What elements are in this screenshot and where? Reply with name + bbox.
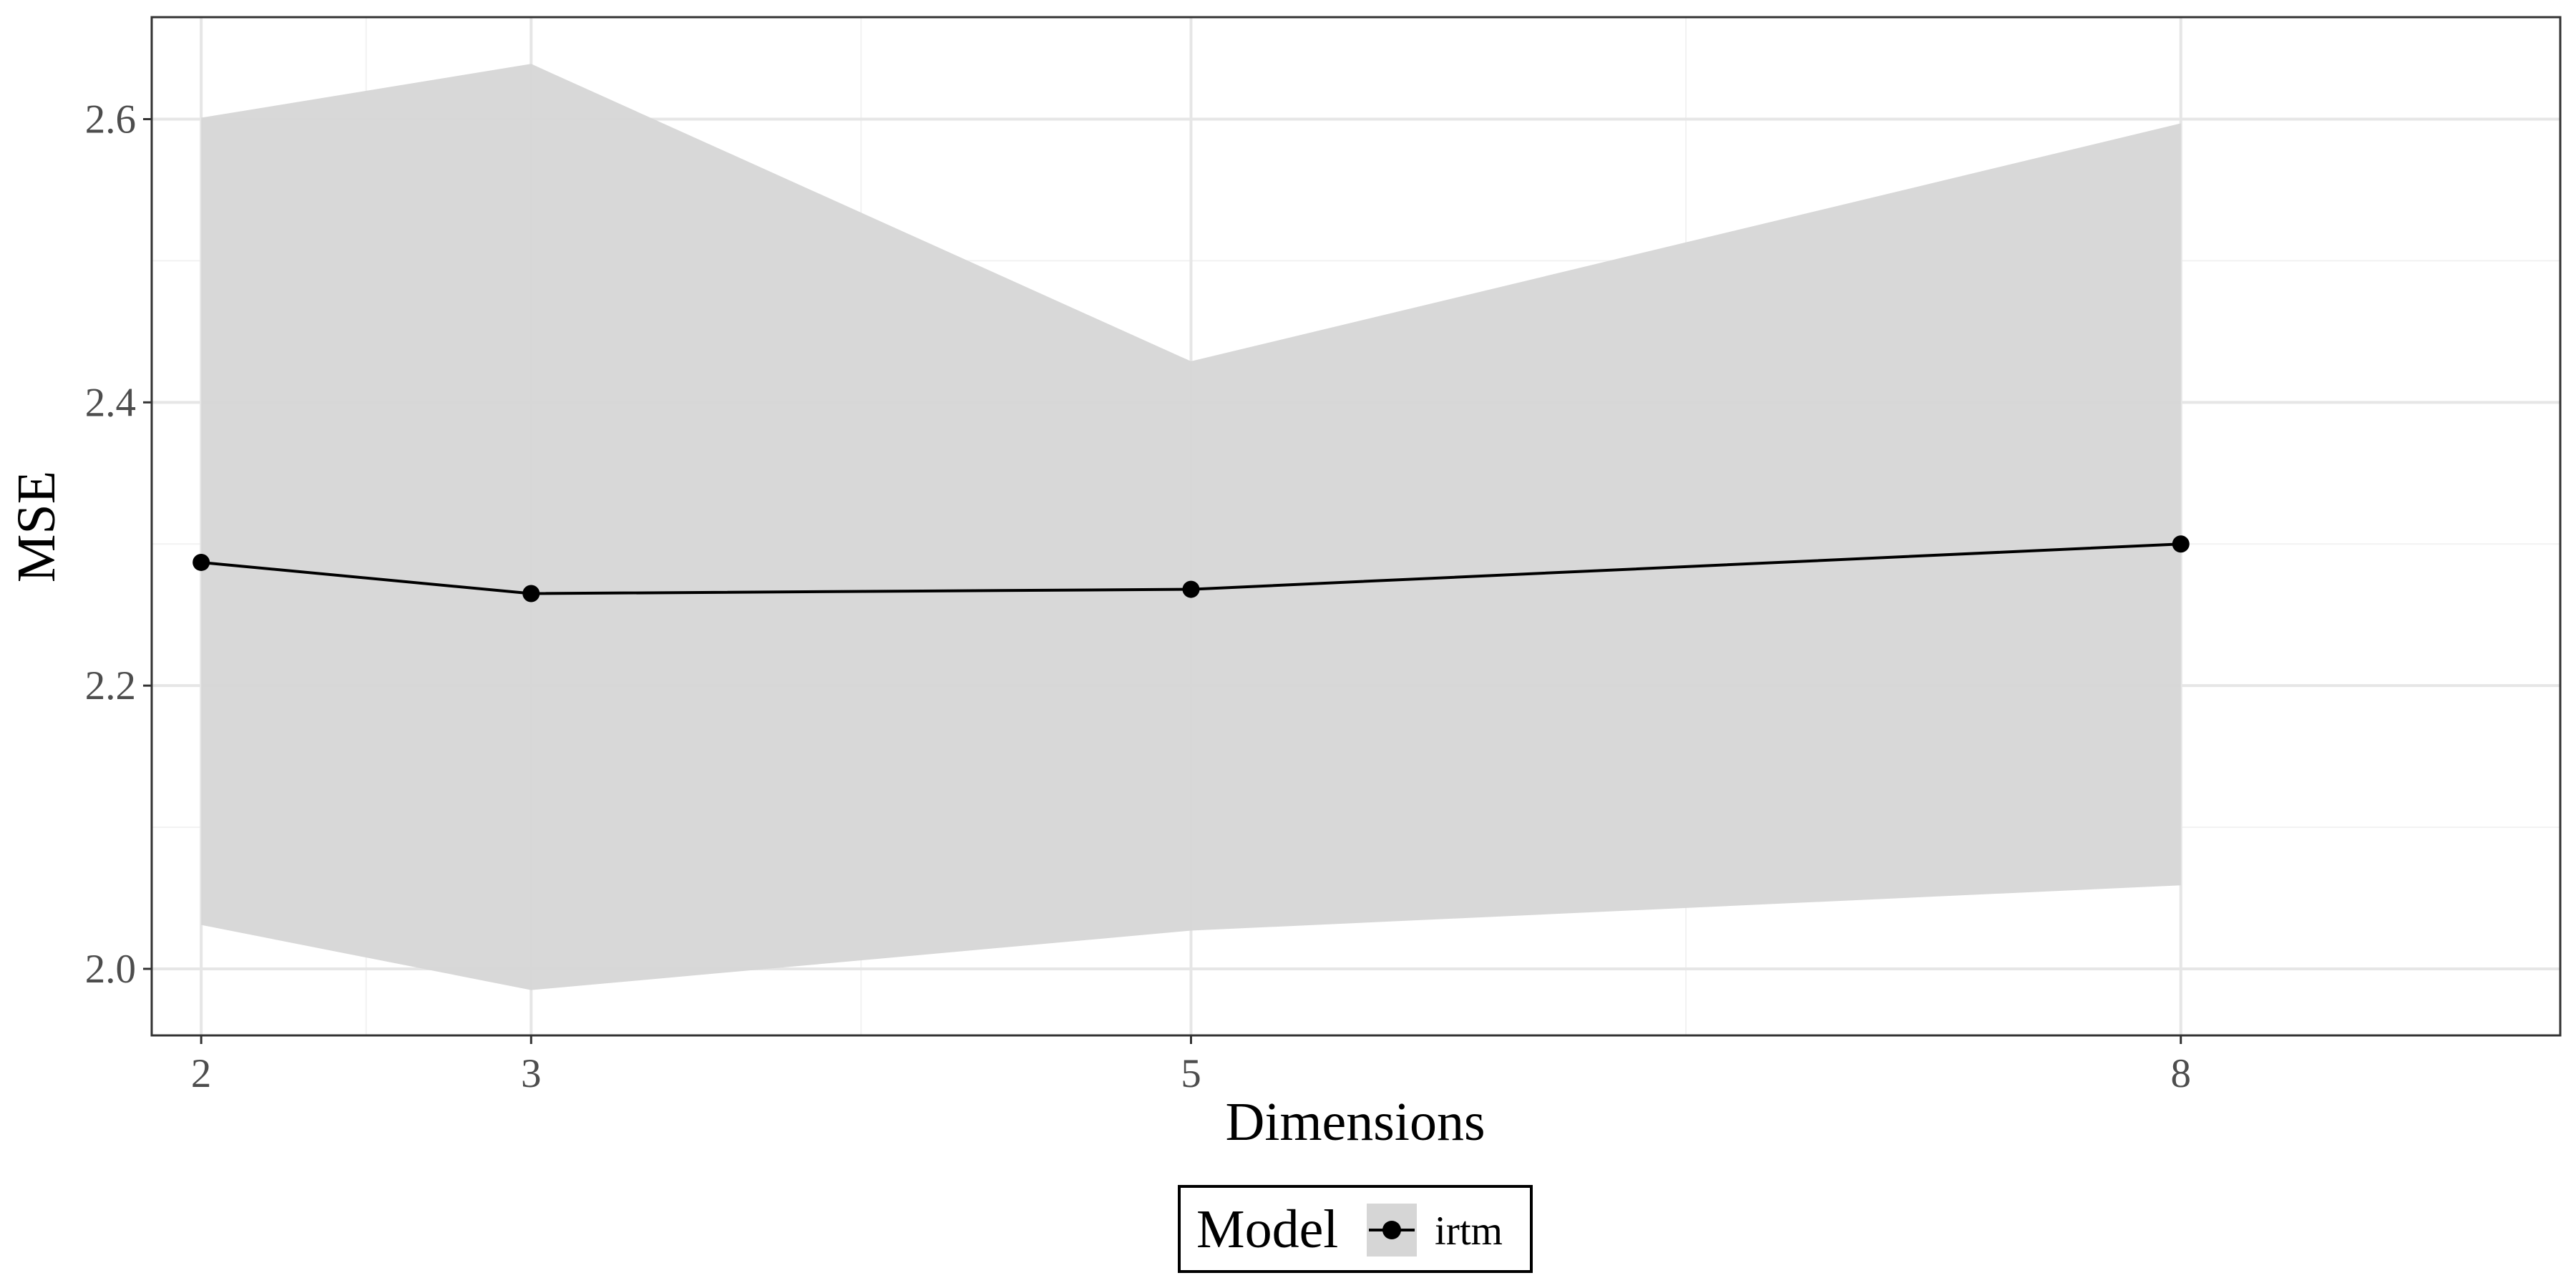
y-tick-label-1: 2.2	[85, 663, 136, 708]
y-tick-label-0: 2.0	[85, 947, 136, 992]
x-tick-label-1: 3	[521, 1051, 542, 1096]
data-point-irtm-1	[522, 585, 540, 602]
axis-ticks	[143, 117, 2182, 1044]
series-line-irtm	[200, 542, 2181, 595]
x-axis-title: Dimensions	[1225, 1092, 1485, 1152]
y-tick-label-2: 2.4	[85, 380, 136, 425]
x-tick-label-3: 8	[2170, 1051, 2191, 1096]
legend: Model irtm	[1178, 1185, 1533, 1273]
legend-label-irtm: irtm	[1435, 1209, 1503, 1254]
series-line-layer	[200, 542, 2181, 595]
confidence-ribbon-irtm	[201, 64, 2181, 990]
x-tick-labels: 2 3 5 8	[191, 1051, 2191, 1096]
data-point-irtm-0	[192, 553, 210, 571]
y-axis-title: MSE	[6, 471, 67, 582]
data-point-irtm-3	[2172, 535, 2190, 553]
y-tick-label-3: 2.6	[85, 97, 136, 142]
x-tick-label-2: 5	[1181, 1051, 1201, 1096]
x-tick-label-0: 2	[191, 1051, 212, 1096]
legend-key-point	[1382, 1221, 1401, 1239]
series-points-layer	[192, 535, 2190, 602]
data-point-irtm-2	[1182, 580, 1200, 598]
panel-border	[150, 16, 2562, 1037]
y-tick-labels: 2.0 2.2 2.4 2.6	[85, 97, 136, 991]
legend-title: Model	[1196, 1199, 1338, 1259]
confidence-ribbon-layer	[201, 64, 2181, 990]
legend-box	[1178, 1185, 1533, 1273]
